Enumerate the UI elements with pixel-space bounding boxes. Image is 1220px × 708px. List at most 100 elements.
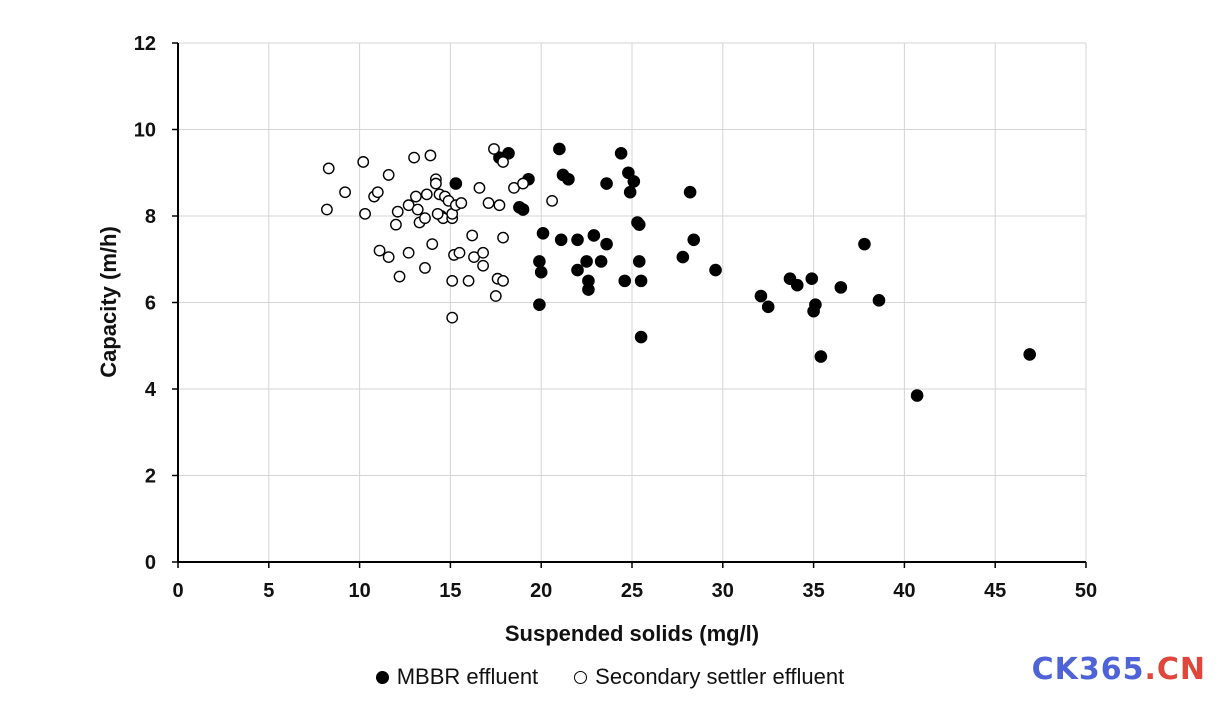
mbbr-point <box>571 233 584 247</box>
mbbr-point <box>632 255 646 268</box>
mbbr-point <box>754 289 768 303</box>
secondary-settler-point <box>477 259 489 272</box>
x-tick-label: 30 <box>712 580 734 602</box>
legend-item-secondary: Secondary settler effluent <box>574 664 844 690</box>
secondary-settler-point <box>473 181 486 194</box>
x-tick-label: 0 <box>172 580 183 602</box>
secondary-settler-point <box>488 143 500 155</box>
mbbr-point <box>533 298 546 311</box>
watermark-part1: CK365 <box>1031 652 1145 687</box>
secondary-settler-point <box>493 199 506 212</box>
watermark-part3: CN <box>1156 652 1206 687</box>
open-circle-icon <box>574 670 588 684</box>
mbbr-point <box>634 274 648 288</box>
x-tick-label: 25 <box>621 580 643 602</box>
y-tick-label: 2 <box>145 466 156 488</box>
x-tick-label: 50 <box>1075 580 1097 602</box>
mbbr-point <box>805 272 819 286</box>
x-tick-label: 20 <box>530 580 552 602</box>
x-tick-label: 45 <box>984 580 1006 602</box>
x-axis-title: Suspended solids (mg/l) <box>505 621 759 646</box>
mbbr-point <box>623 185 637 199</box>
y-tick-label: 0 <box>145 552 156 574</box>
mbbr-point <box>600 177 613 190</box>
secondary-settler-point <box>497 156 509 168</box>
mbbr-point <box>676 250 690 264</box>
x-tick-label: 35 <box>802 580 824 602</box>
secondary-settler-point <box>402 246 415 259</box>
mbbr-point <box>571 263 584 277</box>
secondary-settler-point <box>382 251 395 263</box>
secondary-settler-point <box>371 186 384 199</box>
legend: MBBR effluent Secondary settler effluent <box>0 660 1220 694</box>
secondary-settler-point <box>453 246 466 259</box>
mbbr-point <box>600 237 613 251</box>
secondary-settler-point <box>424 149 437 162</box>
axes <box>172 42 1087 568</box>
mbbr-point <box>790 278 804 292</box>
mbbr-point <box>614 146 628 160</box>
legend-item-mbbr: MBBR effluent <box>375 664 539 690</box>
mbbr-point <box>533 255 546 268</box>
secondary-settler-point <box>446 274 459 287</box>
secondary-settler-point <box>497 274 509 287</box>
mbbr-point <box>809 298 822 311</box>
mbbr-point <box>594 255 608 268</box>
secondary-settler-point <box>431 207 444 220</box>
mbbr-point <box>709 263 722 277</box>
mbbr-point <box>536 227 550 240</box>
secondary-settler-point <box>466 229 479 242</box>
secondary-settler-point <box>411 203 424 216</box>
x-tick-label: 10 <box>348 580 370 602</box>
mbbr-point <box>502 146 515 160</box>
mbbr-point <box>1023 348 1037 361</box>
mbbr-point <box>554 233 568 247</box>
secondary-settler-point <box>409 190 422 203</box>
secondary-settler-point <box>390 218 402 231</box>
mbbr-point <box>562 172 575 186</box>
watermark-dot: . <box>1144 652 1157 687</box>
data-points <box>321 142 1037 402</box>
secondary-settler-point <box>322 162 335 175</box>
filled-circle-icon <box>375 670 389 684</box>
secondary-settler-point <box>517 177 529 190</box>
grid <box>178 42 1087 562</box>
mbbr-point <box>761 300 775 314</box>
y-tick-label: 6 <box>145 293 156 315</box>
x-tick-label: 15 <box>439 580 461 602</box>
mbbr-point <box>618 274 632 288</box>
mbbr-point <box>687 233 701 247</box>
secondary-settler-point <box>382 169 395 181</box>
secondary-settler-point <box>489 290 502 302</box>
mbbr-point <box>449 177 463 190</box>
y-tick-label: 8 <box>145 206 156 228</box>
x-tick-label: 40 <box>893 580 915 602</box>
secondary-settler-point <box>419 261 431 274</box>
mbbr-point <box>872 294 886 307</box>
legend-label-mbbr: MBBR effluent <box>396 664 539 689</box>
mbbr-point <box>587 229 601 242</box>
mbbr-point <box>516 203 530 216</box>
secondary-settler-point <box>446 311 459 324</box>
tick-labels: 0 5 10 15 20 25 30 35 40 45 50 0 2 4 6 8 10 12 <box>134 33 1097 602</box>
x-tick-label: 5 <box>263 580 274 602</box>
secondary-settler-point <box>408 151 420 164</box>
y-tick-label: 4 <box>145 379 157 401</box>
secondary-settler-point <box>419 212 431 225</box>
y-axis-title: Capacity (m/h) <box>96 226 121 378</box>
mbbr-point <box>627 175 641 188</box>
mbbr-point <box>580 255 593 268</box>
mbbr-point <box>582 274 595 288</box>
mbbr-point <box>632 218 646 231</box>
secondary-settler-point <box>462 274 475 287</box>
mbbr-point <box>534 265 548 279</box>
mbbr-point <box>858 237 871 251</box>
secondary-settler-point <box>373 244 386 257</box>
secondary-settler-point <box>357 156 370 168</box>
y-tick-label: 10 <box>134 120 156 142</box>
secondary-settler-point <box>321 203 333 216</box>
mbbr-point <box>553 142 566 156</box>
secondary-settler-point <box>393 270 406 283</box>
secondary-settler-point <box>339 186 351 199</box>
